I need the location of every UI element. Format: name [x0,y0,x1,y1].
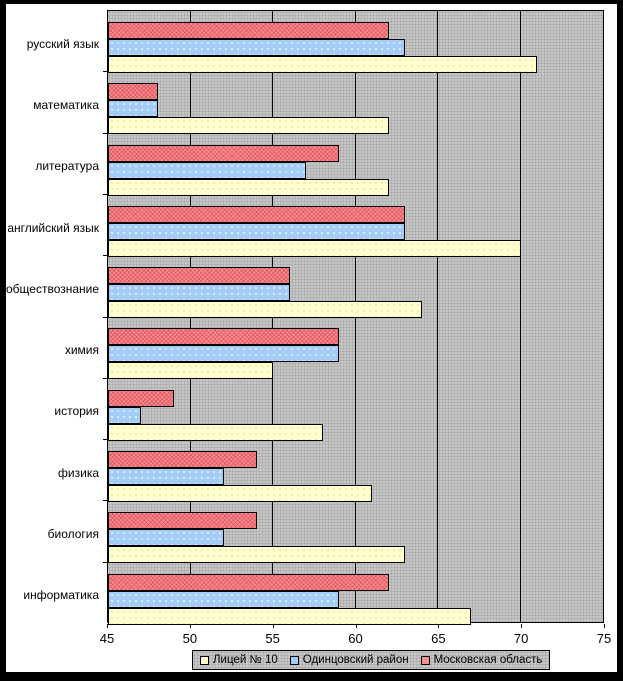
category-axis-tick [103,561,107,563]
bar-series1-cat3 [108,161,306,179]
category-label-6: химия [64,343,99,358]
bar-group-9 [108,501,603,564]
x-axis-tick-70 [521,624,523,628]
bar-series0-cat6 [108,362,273,380]
x-axis-tick-55 [272,624,274,628]
bar-group-7 [108,379,603,441]
plot-area [107,10,604,625]
x-tick-label-70: 70 [513,631,529,646]
legend-label: Московская область [433,654,543,666]
bar-series2-cat9 [108,512,257,530]
category-axis-tick [103,193,107,195]
bar-series0-cat8 [108,485,372,503]
bar-series0-cat5 [108,301,422,319]
x-axis-tick-75 [604,624,605,628]
bar-group-5 [108,256,603,319]
bar-series2-cat10 [108,573,389,591]
bar-group-2 [108,72,603,135]
category-axis-tick [103,71,107,73]
legend: Лицей № 10 Одинцовский район Московская об… [192,650,551,670]
bar-series2-cat2 [108,83,158,101]
bar-group-3 [108,134,603,196]
category-label-1: русский язык [26,36,99,51]
bar-series1-cat2 [108,100,158,118]
bar-series1-cat9 [108,529,224,547]
bar-group-8 [108,440,603,503]
bar-series0-cat7 [108,423,323,441]
bar-series1-cat6 [108,345,339,363]
bar-group-1 [108,11,603,73]
bar-series2-cat6 [108,328,339,346]
category-label-5: обществознание [6,281,100,296]
x-tick-label-50: 50 [182,631,198,646]
bar-series2-cat4 [108,205,405,223]
category-axis-tick [103,255,107,257]
category-axis-tick [103,500,107,502]
category-axis-tick [103,377,107,379]
legend-swatch-icon [420,655,430,665]
legend-label: Одинцовский район [302,654,409,666]
bar-series1-cat4 [108,222,405,240]
bar-groups [108,11,603,625]
bar-group-10 [108,563,603,625]
legend-swatch-icon [289,655,299,665]
bar-series1-cat1 [108,39,405,56]
x-axis-tick-65 [438,624,440,628]
category-axis: русский язык математика литература английск… [6,10,107,623]
category-label-10: информатика [23,588,99,603]
category-label-7: история [54,404,99,419]
x-tick-label-55: 55 [265,631,280,646]
bar-series1-cat5 [108,284,290,302]
category-axis-tick [103,316,107,318]
category-axis-tick [103,439,107,441]
legend-item-3: Московская область [420,654,543,666]
bar-series0-cat2 [108,117,389,135]
bar-series2-cat3 [108,144,339,162]
bar-series2-cat7 [108,389,174,407]
bar-series0-cat3 [108,178,389,196]
bar-series1-cat8 [108,468,224,486]
bar-series1-cat7 [108,406,141,424]
bar-series0-cat9 [108,546,405,564]
category-label-3: литература [35,159,99,174]
bar-series0-cat1 [108,56,537,73]
bar-series2-cat8 [108,451,257,469]
legend-item-2: Одинцовский район [289,654,409,666]
bar-group-6 [108,317,603,380]
x-tick-label-45: 45 [99,631,115,646]
category-label-2: математика [33,97,99,112]
x-axis-tick-60 [355,624,357,628]
bar-series1-cat10 [108,590,339,608]
bar-series0-cat4 [108,239,521,257]
x-tick-label-60: 60 [348,631,363,646]
bar-series0-cat10 [108,607,471,625]
gridline-65 [437,11,439,622]
legend-swatch-icon [200,655,209,665]
bar-group-4 [108,195,603,257]
x-axis-tick-50 [189,624,191,628]
legend-label: Лицей № 10 [213,654,278,666]
legend-item-1: Лицей № 10 [200,654,278,666]
category-label-9: биология [47,527,99,542]
x-axis-tick-45 [107,624,108,628]
category-label-4: английский язык [7,220,99,235]
category-axis-tick [103,132,107,134]
x-tick-label-75: 75 [596,631,612,646]
bar-series2-cat5 [108,267,290,285]
bar-series2-cat1 [108,22,389,39]
x-tick-label-65: 65 [431,631,446,646]
category-label-8: физика [58,465,99,480]
gridline-70 [520,11,521,622]
